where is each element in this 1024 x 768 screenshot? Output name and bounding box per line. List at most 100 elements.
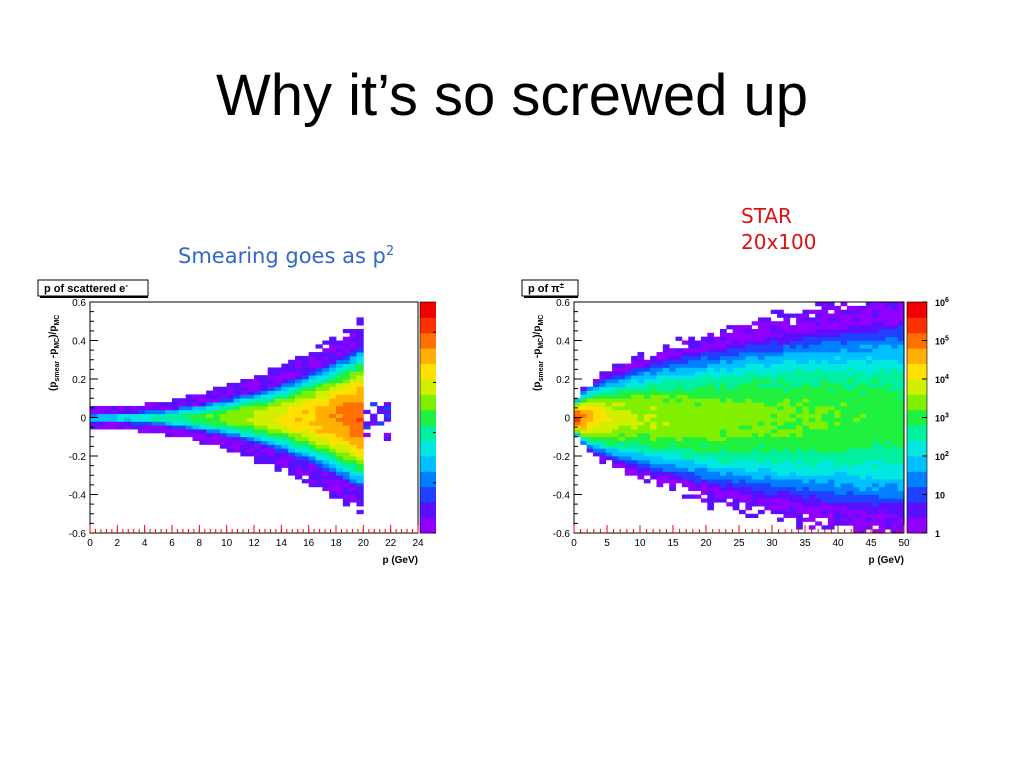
heatmap-cell bbox=[650, 371, 657, 376]
heatmap-cell bbox=[329, 352, 337, 357]
heatmap-cell bbox=[846, 498, 854, 503]
heatmap-cell bbox=[884, 390, 892, 395]
heatmap-cell bbox=[796, 394, 803, 399]
heatmap-cell bbox=[783, 502, 791, 507]
heatmap-cell bbox=[336, 471, 344, 476]
heatmap-cell bbox=[726, 363, 734, 368]
heatmap-cell bbox=[884, 363, 892, 368]
heatmap-cell bbox=[688, 348, 695, 353]
color-bar-step bbox=[420, 432, 436, 441]
heatmap-cell bbox=[853, 440, 860, 445]
heatmap-cell bbox=[322, 444, 330, 449]
heatmap-cell bbox=[612, 432, 619, 438]
heatmap-cell bbox=[707, 382, 715, 388]
heatmap-cell bbox=[770, 394, 778, 399]
heatmap-cell bbox=[260, 432, 269, 438]
heatmap-cell bbox=[770, 417, 778, 422]
heatmap-cell bbox=[802, 386, 810, 391]
heatmap-cell bbox=[732, 440, 740, 445]
heatmap-cell bbox=[834, 325, 841, 330]
heatmap-cell bbox=[891, 482, 899, 488]
heatmap-cell bbox=[783, 367, 791, 372]
heatmap-cell bbox=[713, 355, 721, 361]
heatmap-cell bbox=[872, 432, 880, 438]
heatmap-cell bbox=[151, 421, 159, 426]
heatmap-cell bbox=[789, 352, 797, 357]
heatmap-cell bbox=[808, 490, 816, 495]
heatmap-cell bbox=[777, 348, 784, 353]
x-tick-label: 16 bbox=[303, 538, 315, 549]
heatmap-cell bbox=[872, 386, 880, 391]
heatmap-cell bbox=[322, 425, 330, 430]
heatmap-cell bbox=[739, 425, 746, 430]
heatmap-cell bbox=[688, 467, 695, 472]
heatmap-cell bbox=[802, 340, 810, 345]
heatmap-cell bbox=[274, 417, 282, 422]
y-label-part: -p bbox=[532, 349, 543, 361]
heatmap-cell bbox=[884, 502, 892, 507]
heatmap-cell bbox=[808, 402, 816, 407]
heatmap-cell bbox=[897, 459, 905, 465]
heatmap-cell bbox=[834, 475, 841, 480]
heatmap-cell bbox=[745, 479, 753, 484]
heatmap-cell bbox=[732, 332, 740, 338]
y-label-subscript: smear bbox=[538, 361, 545, 382]
heatmap-cell bbox=[178, 421, 187, 426]
heatmap-cell bbox=[827, 440, 835, 445]
heatmap-cell bbox=[707, 340, 715, 345]
heatmap-cell bbox=[897, 467, 905, 472]
heatmap-cell bbox=[151, 425, 159, 430]
heatmap-cell bbox=[764, 479, 772, 484]
heatmap-cell bbox=[815, 359, 822, 364]
heatmap-cell bbox=[288, 359, 296, 364]
heatmap-cell bbox=[219, 421, 228, 426]
heatmap-cell bbox=[301, 459, 310, 465]
heatmap-cell bbox=[872, 475, 880, 480]
heatmap-cell bbox=[827, 521, 835, 526]
heatmap-cell bbox=[631, 463, 638, 468]
heatmap-cell bbox=[612, 394, 619, 399]
heatmap-cell bbox=[580, 429, 588, 434]
heatmap-cell bbox=[840, 482, 848, 488]
heatmap-cell bbox=[840, 440, 848, 445]
heatmap-cell bbox=[158, 402, 166, 407]
heatmap-cell bbox=[336, 363, 344, 368]
heatmap-cell bbox=[872, 359, 880, 364]
heatmap-cell bbox=[789, 436, 797, 441]
heatmap-cell bbox=[726, 417, 734, 422]
heatmap-cell bbox=[349, 386, 357, 391]
heatmap-cell bbox=[342, 490, 351, 495]
heatmap-cell bbox=[872, 375, 880, 380]
heatmap-cell bbox=[612, 371, 619, 376]
heatmap-cell bbox=[770, 506, 778, 511]
heatmap-cell bbox=[758, 459, 765, 465]
y-tick-label: -0.2 bbox=[69, 452, 87, 463]
color-bar-step bbox=[420, 425, 436, 434]
heatmap-cell bbox=[700, 486, 708, 492]
heatmap-cell bbox=[650, 402, 657, 407]
heatmap-cell bbox=[783, 506, 791, 511]
heatmap-cell bbox=[688, 417, 695, 422]
heatmap-cell bbox=[719, 471, 727, 476]
x-tick-label: 10 bbox=[634, 538, 646, 549]
heatmap-cell bbox=[281, 405, 289, 411]
heatmap-cell bbox=[656, 371, 664, 376]
heatmap-cell bbox=[777, 432, 784, 438]
heatmap-cell bbox=[675, 382, 683, 388]
heatmap-cell bbox=[726, 459, 734, 465]
heatmap-cell bbox=[336, 371, 344, 376]
heatmap-cell bbox=[342, 390, 351, 395]
heatmap-cell bbox=[700, 429, 708, 434]
heatmap-cell bbox=[349, 498, 357, 503]
heatmap-cell bbox=[719, 359, 727, 364]
heatmap-cell bbox=[713, 498, 721, 503]
heatmap-cell bbox=[713, 479, 721, 484]
heatmap-cell bbox=[726, 482, 734, 488]
heatmap-cell bbox=[815, 482, 822, 488]
heatmap-cell bbox=[247, 405, 255, 411]
heatmap-cell bbox=[815, 332, 822, 338]
heatmap-cell bbox=[618, 444, 626, 449]
heatmap-cell bbox=[884, 459, 892, 465]
heatmap-cell bbox=[342, 436, 351, 441]
y-axis-label: (psmear -pMC)/pMC bbox=[532, 315, 545, 391]
